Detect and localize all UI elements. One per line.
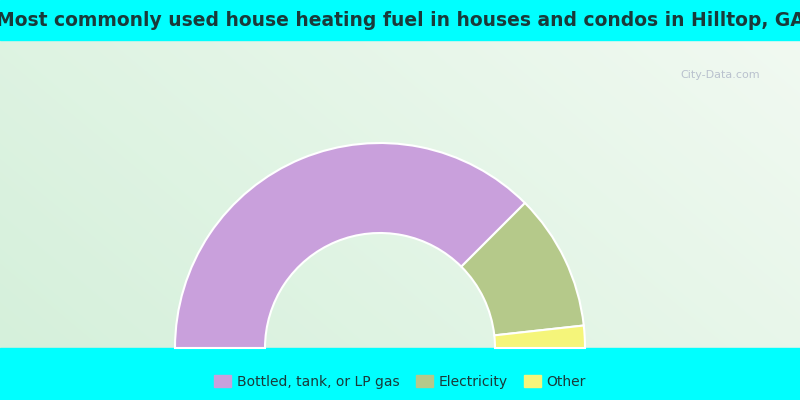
Bar — [0, 0, 800, 40]
Bar — [0, 348, 800, 400]
Wedge shape — [494, 326, 585, 348]
Wedge shape — [462, 203, 584, 335]
Text: City-Data.com: City-Data.com — [680, 70, 760, 80]
Legend: Bottled, tank, or LP gas, Electricity, Other: Bottled, tank, or LP gas, Electricity, O… — [210, 371, 590, 393]
Wedge shape — [175, 143, 525, 348]
Text: Most commonly used house heating fuel in houses and condos in Hilltop, GA: Most commonly used house heating fuel in… — [0, 10, 800, 30]
